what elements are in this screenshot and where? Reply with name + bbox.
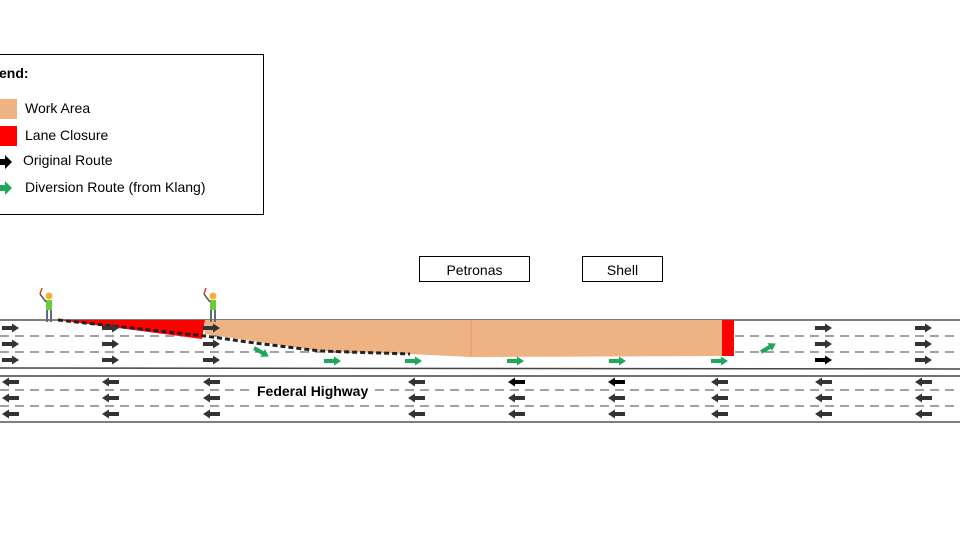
diversion-route-arrow	[711, 356, 728, 366]
original-route-arrow	[2, 355, 19, 365]
original-route-arrow	[102, 323, 119, 333]
original-route-arrow	[203, 339, 220, 349]
original-route-arrow	[102, 339, 119, 349]
original-route-arrow	[508, 377, 525, 387]
lane-closure-end	[722, 320, 734, 356]
original-route-arrow	[203, 393, 220, 403]
diversion-route-arrow	[253, 346, 269, 357]
original-route-arrow	[408, 409, 425, 419]
diversion-route-arrow	[324, 356, 341, 366]
shell-label: Shell	[582, 256, 663, 282]
original-route-arrow	[815, 355, 832, 365]
original-route-arrow	[915, 323, 932, 333]
original-route-arrow	[102, 393, 119, 403]
original-route-arrow	[608, 377, 625, 387]
original-route-arrow	[815, 409, 832, 419]
upper-edge-bottom	[0, 367, 960, 370]
original-route-arrow	[815, 323, 832, 333]
petronas-label: Petronas	[419, 256, 530, 282]
original-route-arrow	[203, 355, 220, 365]
diversion-route-arrow	[760, 343, 776, 354]
original-route-arrow	[2, 323, 19, 333]
original-route-arrow	[711, 377, 728, 387]
legend-title: end:	[0, 65, 29, 81]
legend: end: Work Area Lane Closure Original Rou…	[0, 54, 264, 215]
original-route-arrow	[2, 339, 19, 349]
cone-line	[57, 318, 411, 356]
lane-closure-swatch	[0, 126, 17, 146]
original-route-arrow	[203, 323, 220, 333]
original-route-arrow	[815, 377, 832, 387]
legend-original-route: Original Route	[23, 152, 113, 168]
original-route-arrow	[711, 409, 728, 419]
original-route-arrow	[508, 409, 525, 419]
original-route-arrow	[203, 377, 220, 387]
original-route-arrow	[711, 393, 728, 403]
diversion-route-arrow	[405, 356, 422, 366]
original-route-arrow	[203, 409, 220, 419]
original-route-arrow	[915, 355, 932, 365]
legend-diversion-route: Diversion Route (from Klang)	[25, 179, 206, 195]
original-route-arrow	[915, 409, 932, 419]
original-route-arrow	[2, 377, 19, 387]
original-route-arrow	[608, 393, 625, 403]
flagman-icon	[39, 287, 53, 322]
original-route-arrow	[102, 377, 119, 387]
original-route-arrow	[815, 339, 832, 349]
original-route-arrow	[915, 377, 932, 387]
flagman-icon	[203, 287, 217, 322]
legend-lane-closure: Lane Closure	[25, 127, 109, 143]
original-route-arrow	[608, 409, 625, 419]
original-route-arrow	[2, 409, 19, 419]
original-route-arrow	[102, 355, 119, 365]
black-arrow-icon	[0, 155, 12, 169]
work-area	[205, 320, 722, 357]
original-route-arrow	[915, 339, 932, 349]
work-area-swatch	[0, 99, 17, 119]
green-arrow-icon	[0, 181, 12, 195]
original-route-arrow	[102, 409, 119, 419]
original-route-arrow	[408, 393, 425, 403]
diversion-route-arrow	[609, 356, 626, 366]
original-route-arrow	[508, 393, 525, 403]
original-route-arrow	[408, 377, 425, 387]
original-route-arrow	[815, 393, 832, 403]
road-name-label: Federal Highway	[255, 383, 371, 399]
original-route-arrow	[2, 393, 19, 403]
original-route-arrow	[915, 393, 932, 403]
diversion-route-arrow	[507, 356, 524, 366]
legend-work-area: Work Area	[25, 100, 91, 116]
